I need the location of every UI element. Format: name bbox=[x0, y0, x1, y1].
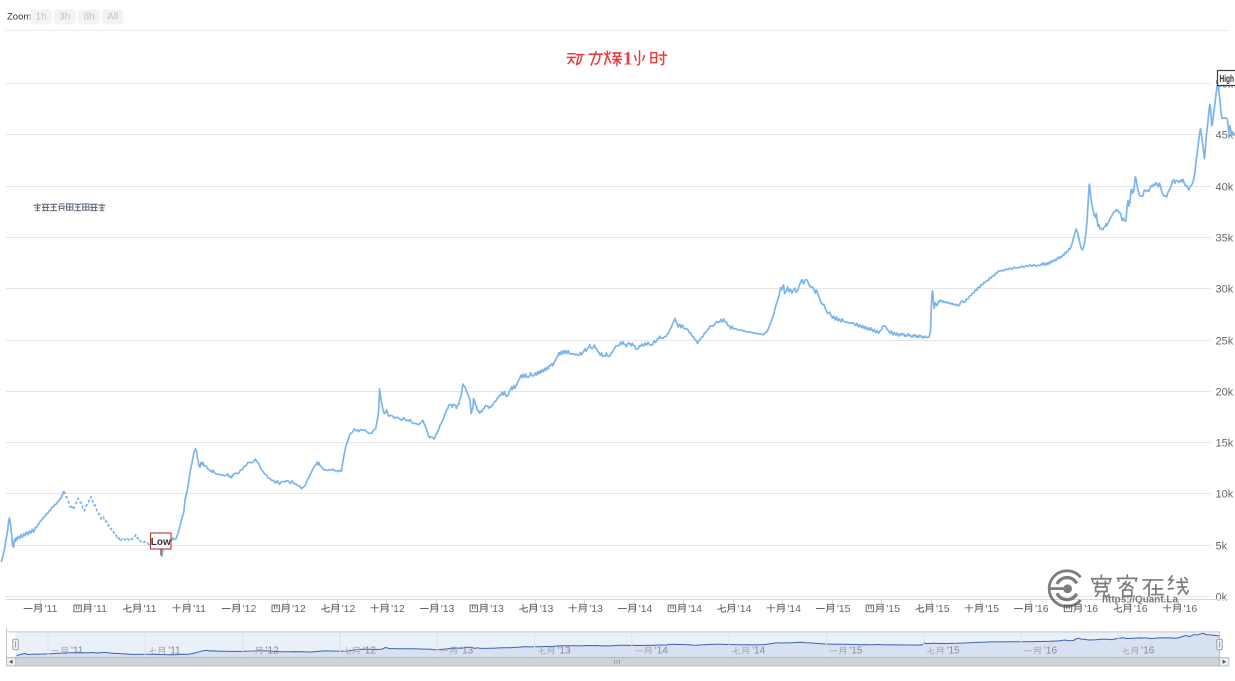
svg-text:'15: '15 bbox=[985, 603, 999, 615]
svg-text:'11: '11 bbox=[193, 603, 206, 615]
svg-text:'14: '14 bbox=[655, 646, 668, 657]
svg-text:'12: '12 bbox=[363, 646, 376, 657]
svg-text:'14: '14 bbox=[752, 646, 765, 657]
svg-text:40k: 40k bbox=[1216, 181, 1234, 193]
svg-text:8h: 8h bbox=[83, 12, 94, 23]
svg-text:'15: '15 bbox=[837, 603, 851, 615]
svg-text:High: High bbox=[1220, 74, 1235, 85]
svg-text:20k: 20k bbox=[1216, 386, 1234, 398]
svg-text:'16: '16 bbox=[1141, 646, 1154, 657]
svg-text:'15: '15 bbox=[849, 646, 862, 657]
svg-text:'16: '16 bbox=[1084, 603, 1098, 615]
svg-text:30k: 30k bbox=[1216, 283, 1234, 295]
svg-text:'14: '14 bbox=[738, 603, 752, 615]
svg-text:'16: '16 bbox=[1044, 646, 1057, 657]
svg-text:'15: '15 bbox=[947, 646, 960, 657]
svg-text:'11: '11 bbox=[94, 603, 107, 615]
svg-text:10k: 10k bbox=[1216, 488, 1234, 500]
svg-text:'13: '13 bbox=[460, 646, 473, 657]
svg-text:3h: 3h bbox=[59, 12, 70, 23]
svg-text:'13: '13 bbox=[441, 603, 455, 615]
svg-text:'13: '13 bbox=[589, 603, 603, 615]
svg-text:'16: '16 bbox=[1184, 603, 1198, 615]
svg-text:'11: '11 bbox=[168, 646, 181, 657]
svg-text:'12: '12 bbox=[292, 603, 306, 615]
svg-text:'11: '11 bbox=[45, 603, 58, 615]
svg-text:25k: 25k bbox=[1216, 335, 1234, 347]
svg-text:1: 1 bbox=[623, 49, 633, 70]
svg-text:Zoom: Zoom bbox=[7, 12, 31, 23]
svg-text:https://Quant.La: https://Quant.La bbox=[1102, 595, 1178, 606]
svg-text:'12: '12 bbox=[243, 603, 257, 615]
svg-text:35k: 35k bbox=[1216, 232, 1234, 244]
svg-text:'15: '15 bbox=[936, 603, 950, 615]
svg-text:'12: '12 bbox=[342, 603, 356, 615]
svg-text:'15: '15 bbox=[886, 603, 900, 615]
svg-text:'13: '13 bbox=[558, 646, 571, 657]
svg-text:Low: Low bbox=[151, 537, 171, 548]
svg-text:'12: '12 bbox=[266, 646, 279, 657]
svg-text:5k: 5k bbox=[1216, 540, 1228, 552]
svg-text:'13: '13 bbox=[540, 603, 554, 615]
svg-text:'13: '13 bbox=[490, 603, 504, 615]
svg-text:15k: 15k bbox=[1216, 437, 1234, 449]
svg-text:All: All bbox=[107, 12, 118, 23]
svg-text:'14: '14 bbox=[639, 603, 653, 615]
svg-text:'16: '16 bbox=[1035, 603, 1049, 615]
svg-text:'11: '11 bbox=[71, 646, 84, 657]
svg-text:'11: '11 bbox=[144, 603, 157, 615]
svg-text:1h: 1h bbox=[36, 12, 47, 23]
svg-text:'12: '12 bbox=[391, 603, 405, 615]
svg-text:0k: 0k bbox=[1216, 591, 1228, 603]
svg-text:'14: '14 bbox=[787, 603, 801, 615]
svg-text:'14: '14 bbox=[688, 603, 702, 615]
